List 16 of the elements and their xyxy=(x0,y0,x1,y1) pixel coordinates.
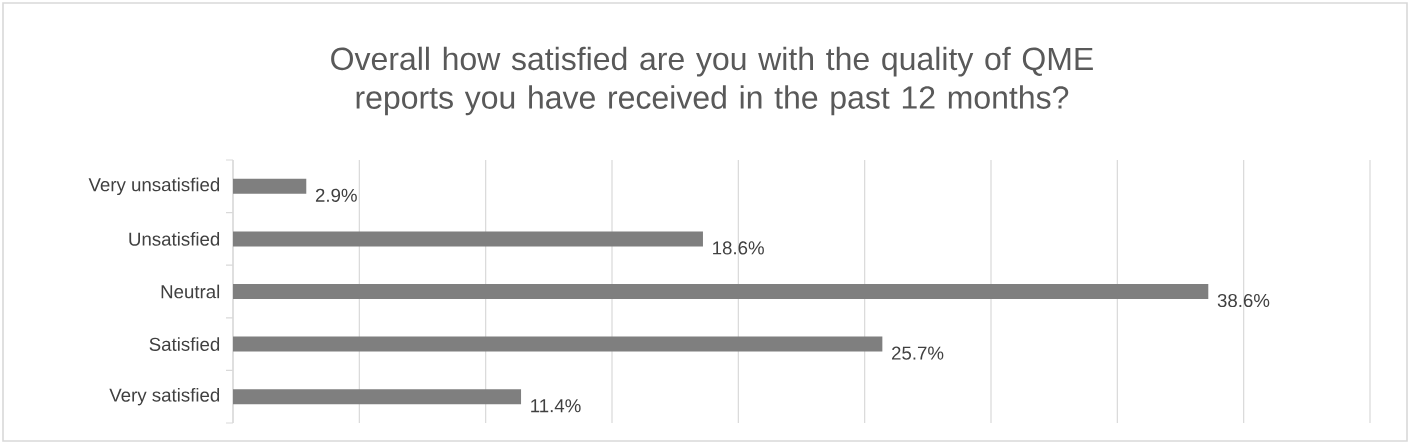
bar xyxy=(233,231,703,247)
bar xyxy=(233,284,1209,300)
data-label: 11.4% xyxy=(531,399,581,413)
chart-title: Overall how satisfied are you with the quality of QME reports you have received in the past 12 months? xyxy=(331,46,1093,116)
y-tick-label: Neutral xyxy=(161,284,220,299)
data-label: 18.6% xyxy=(713,241,764,255)
y-tick-label: Very unsatisfied xyxy=(88,177,220,196)
y-tick-label: Satisfied xyxy=(149,337,220,351)
y-tick-label: Unsatisfied xyxy=(129,232,220,246)
data-label: 25.7% xyxy=(892,346,944,360)
bar xyxy=(233,178,307,194)
data-label: 2.9% xyxy=(315,188,357,202)
bar xyxy=(233,336,883,352)
bar xyxy=(233,389,522,405)
y-tick-label: Very satisfied xyxy=(109,388,220,406)
data-label: 38.6% xyxy=(1217,293,1270,308)
